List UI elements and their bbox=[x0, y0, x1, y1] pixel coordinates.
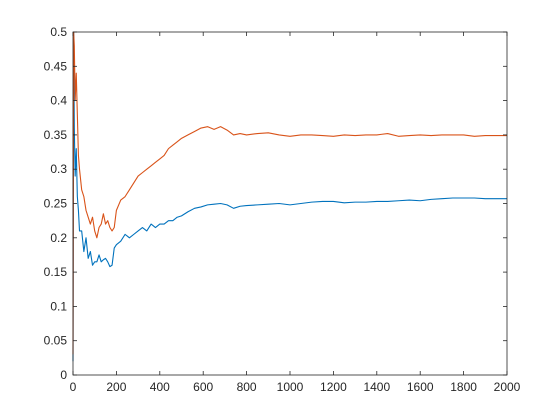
x-tick-label: 800 bbox=[237, 380, 257, 394]
series-layer bbox=[72, 31, 507, 362]
y-tick-label: 0.2 bbox=[50, 231, 67, 245]
y-tick-label: 0 bbox=[60, 368, 67, 382]
y-axis: 0 0.05 0.1 0.15 0.2 0.25 0.3 0.35 0.4 0.45 0.5 bbox=[44, 25, 507, 382]
series-line-2 bbox=[72, 31, 507, 355]
x-tick-label: 1600 bbox=[407, 380, 434, 394]
y-tick-label: 0.25 bbox=[44, 197, 68, 211]
y-tick-label: 0.05 bbox=[44, 334, 68, 348]
y-tick-label: 0.45 bbox=[44, 59, 68, 73]
x-tick-label: 200 bbox=[106, 380, 126, 394]
y-tick-label: 0.1 bbox=[50, 299, 67, 313]
x-tick-label: 1200 bbox=[320, 380, 347, 394]
x-tick-label: 600 bbox=[193, 380, 213, 394]
y-tick-label: 0.4 bbox=[50, 94, 67, 108]
y-tick-label: 0.35 bbox=[44, 128, 68, 142]
x-tick-label: 2000 bbox=[494, 380, 521, 394]
x-tick-label: 0 bbox=[70, 380, 77, 394]
x-tick-label: 1000 bbox=[277, 380, 304, 394]
x-tick-label: 1400 bbox=[363, 380, 390, 394]
y-tick-label: 0.5 bbox=[50, 25, 67, 39]
x-axis: 0 200 400 600 800 1000 1200 1400 1600 1800 2000 bbox=[70, 32, 521, 394]
series-line-1 bbox=[72, 31, 507, 362]
plot-area-frame bbox=[72, 31, 508, 376]
x-tick-label: 1800 bbox=[450, 380, 477, 394]
y-tick-label: 0.3 bbox=[50, 162, 67, 176]
x-tick-label: 400 bbox=[150, 380, 170, 394]
y-tick-label: 0.15 bbox=[44, 265, 68, 279]
